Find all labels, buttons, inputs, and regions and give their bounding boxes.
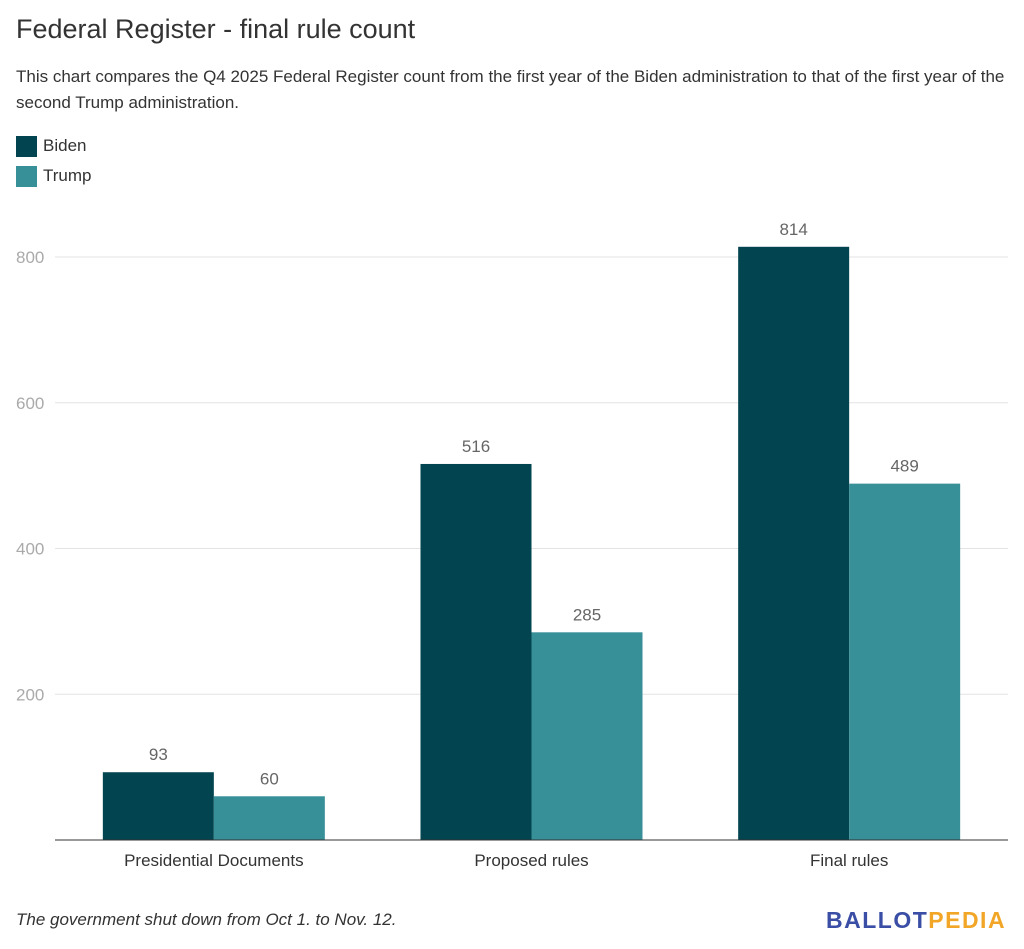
bar-biden	[420, 463, 532, 840]
legend-item-trump: Trump	[16, 161, 92, 191]
data-label: 93	[149, 745, 168, 764]
data-label: 489	[890, 457, 918, 476]
legend-item-biden: Biden	[16, 131, 92, 161]
bar-trump	[849, 483, 961, 840]
legend-label-biden: Biden	[43, 136, 87, 155]
y-tick-label: 400	[16, 540, 44, 559]
bar-trump	[213, 796, 325, 840]
x-tick-label: Proposed rules	[474, 851, 588, 870]
footnote: The government shut down from Oct 1. to …	[16, 910, 397, 929]
legend-swatch-trump	[16, 165, 37, 187]
legend-label-trump: Trump	[43, 166, 92, 185]
x-tick-label: Presidential Documents	[124, 851, 304, 870]
x-tick-label: Final rules	[810, 851, 888, 870]
data-label: 814	[779, 220, 807, 239]
logo-part-pedia: PEDIA	[928, 907, 1007, 933]
bar-trump	[531, 632, 643, 840]
y-tick-label: 800	[16, 248, 44, 267]
bar-biden	[738, 246, 850, 841]
legend-swatch-biden	[16, 135, 37, 157]
data-label: 516	[462, 437, 490, 456]
data-label: 60	[260, 769, 279, 788]
legend: Biden Trump	[16, 131, 92, 191]
chart-subtitle: This chart compares the Q4 2025 Federal …	[16, 67, 1005, 112]
data-label: 285	[573, 605, 601, 624]
logo-part-ballot: BALLOT	[826, 907, 929, 933]
y-tick-label: 200	[16, 685, 44, 704]
ballotpedia-logo: BALLOTPEDIA	[826, 907, 1006, 934]
y-tick-label: 600	[16, 394, 44, 413]
chart-title: Federal Register - final rule count	[16, 14, 416, 44]
bar-biden	[102, 772, 214, 840]
